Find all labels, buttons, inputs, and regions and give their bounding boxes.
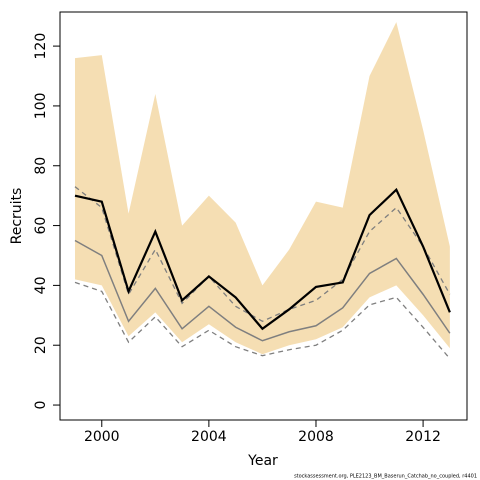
y-tick-label: 60 (33, 217, 49, 235)
x-tick-label: 2008 (298, 429, 334, 445)
x-tick-label: 2000 (84, 429, 120, 445)
y-tick-label: 40 (33, 276, 49, 294)
y-tick-label: 120 (33, 33, 49, 60)
series-line (74, 187, 451, 331)
y-axis-label: Recruits (9, 188, 25, 245)
series-line (74, 186, 451, 323)
series-line (74, 281, 451, 360)
confidence-band (74, 22, 450, 355)
y-tick-label: 20 (33, 336, 49, 354)
x-tick-label: 2012 (405, 429, 441, 445)
footnote: stockassessment.org, PLE2123_BM_Baserun_… (294, 474, 477, 480)
y-tick-label: 0 (33, 401, 49, 410)
x-axis-label: Year (247, 453, 278, 469)
series-line (74, 239, 451, 342)
plot-frame (59, 11, 468, 421)
x-tick-label: 2004 (191, 429, 227, 445)
y-tick-label: 80 (33, 157, 49, 175)
y-tick-label: 100 (33, 93, 49, 120)
